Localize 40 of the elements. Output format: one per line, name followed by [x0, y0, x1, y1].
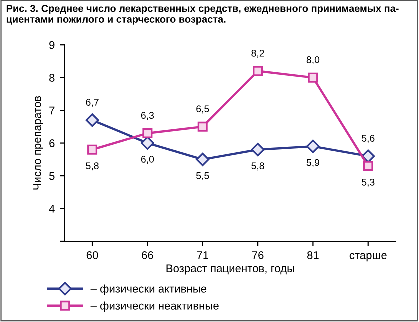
- y-tick-label: 5: [49, 172, 55, 180]
- y-tick-label: 6: [50, 140, 55, 148]
- data-label: 5,8: [252, 162, 264, 171]
- legend-label: – физически активные: [90, 284, 207, 296]
- data-label: 5,6: [362, 135, 375, 144]
- y-tick-label: 9: [50, 41, 55, 50]
- point: [308, 72, 318, 83]
- y-tick-label: 7: [50, 106, 55, 115]
- data-label: 6,7: [86, 99, 99, 108]
- point: [251, 143, 265, 157]
- y-axis-title: Число препаратов: [34, 96, 44, 190]
- data-label: 6,3: [141, 112, 154, 120]
- chart-title: Рис. 3. Среднее число лекарственных средств, ежедневного принимаемых па- циентами пожилого и старческого возраста.: [6, 5, 399, 25]
- x-tick-label: 81: [308, 252, 319, 260]
- data-label: 5,5: [196, 172, 210, 180]
- data-label: 6,5: [196, 106, 210, 114]
- point: [196, 152, 210, 166]
- y-tick-label: 4: [49, 205, 55, 213]
- point: [198, 122, 208, 132]
- data-label: 8,0: [306, 56, 320, 65]
- data-label: 8,2: [252, 50, 264, 58]
- x-axis-title: Возраст пациентов, годы: [166, 264, 294, 275]
- x-tick-label: 66: [142, 252, 154, 260]
- point: [140, 136, 154, 150]
- point: [86, 114, 100, 128]
- point: [253, 66, 264, 76]
- x-tick-label: 71: [197, 252, 209, 260]
- legend-label: – физически неактивные: [90, 302, 219, 312]
- x-tick-label: старше: [350, 253, 387, 262]
- point: [88, 144, 98, 155]
- data-label: 5,3: [362, 178, 375, 187]
- point: [142, 128, 153, 138]
- data-label: 5,9: [306, 159, 320, 168]
- x-tick-label: 60: [86, 252, 98, 260]
- data-label: 6,0: [141, 156, 154, 164]
- point: [363, 161, 374, 172]
- y-tick-label: 8: [50, 74, 55, 82]
- point: [306, 140, 320, 154]
- data-label: 5,8: [86, 162, 99, 171]
- x-tick-label: 76: [252, 252, 264, 260]
